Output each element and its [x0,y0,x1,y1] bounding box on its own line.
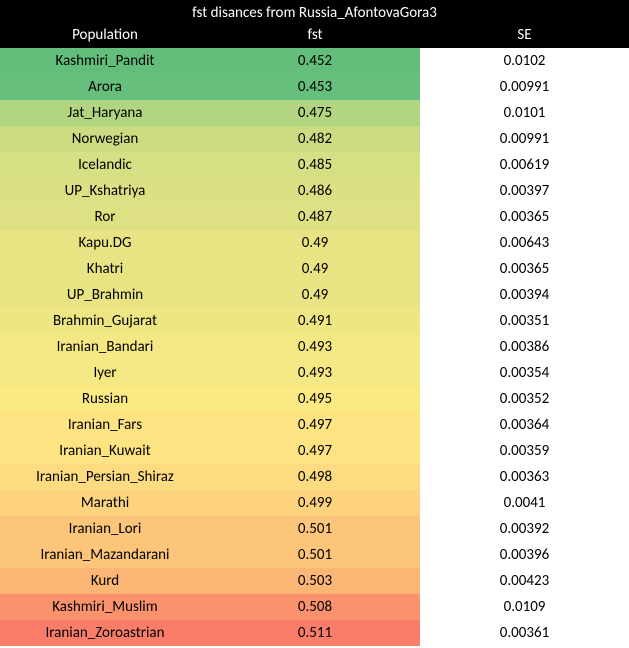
cell-fst: 0.487 [210,204,420,230]
cell-population: Kashmiri_Pandit [0,48,210,74]
table-row: Icelandic0.4850.00619 [0,152,629,178]
cell-fst: 0.501 [210,542,420,568]
cell-population: Arora [0,74,210,100]
cell-fst: 0.486 [210,178,420,204]
cell-se: 0.00397 [420,178,629,204]
cell-se: 0.00991 [420,126,629,152]
cell-se: 0.0109 [420,594,629,620]
cell-population: Iranian_Mazandarani [0,542,210,568]
cell-population: Kapu.DG [0,230,210,256]
cell-population: Jat_Haryana [0,100,210,126]
cell-fst: 0.501 [210,516,420,542]
cell-fst: 0.511 [210,620,420,646]
table-row: Khatri0.490.00365 [0,256,629,282]
cell-se: 0.0102 [420,48,629,74]
table-row: Iranian_Bandari0.4930.00386 [0,334,629,360]
header-se: SE [420,24,629,48]
table-row: UP_Brahmin0.490.00394 [0,282,629,308]
cell-se: 0.00352 [420,386,629,412]
fst-table: fst disances from Russia_AfontovaGora3 P… [0,0,629,646]
cell-population: Icelandic [0,152,210,178]
cell-se: 0.0101 [420,100,629,126]
table-row: Iyer0.4930.00354 [0,360,629,386]
cell-population: Iyer [0,360,210,386]
table-title: fst disances from Russia_AfontovaGora3 [0,0,629,24]
cell-population: Marathi [0,490,210,516]
cell-fst: 0.503 [210,568,420,594]
cell-population: Khatri [0,256,210,282]
cell-fst: 0.508 [210,594,420,620]
table-row: Iranian_Lori0.5010.00392 [0,516,629,542]
cell-population: Iranian_Fars [0,412,210,438]
cell-se: 0.00365 [420,204,629,230]
cell-se: 0.00359 [420,438,629,464]
table-row: Norwegian0.4820.00991 [0,126,629,152]
table-row: Kashmiri_Muslim0.5080.0109 [0,594,629,620]
cell-fst: 0.497 [210,412,420,438]
cell-fst: 0.491 [210,308,420,334]
cell-fst: 0.475 [210,100,420,126]
cell-fst: 0.452 [210,48,420,74]
cell-population: Iranian_Kuwait [0,438,210,464]
cell-population: Ror [0,204,210,230]
table-row: Arora0.4530.00991 [0,74,629,100]
table-row: Iranian_Kuwait0.4970.00359 [0,438,629,464]
cell-se: 0.00386 [420,334,629,360]
cell-se: 0.00354 [420,360,629,386]
cell-se: 0.00396 [420,542,629,568]
cell-fst: 0.453 [210,74,420,100]
cell-population: Norwegian [0,126,210,152]
cell-population: Kurd [0,568,210,594]
cell-se: 0.00363 [420,464,629,490]
table-row: Iranian_Zoroastrian0.5110.00361 [0,620,629,646]
cell-fst: 0.49 [210,230,420,256]
cell-se: 0.0041 [420,490,629,516]
table-row: Kapu.DG0.490.00643 [0,230,629,256]
table-row: Iranian_Persian_Shiraz0.4980.00363 [0,464,629,490]
table-row: Iranian_Mazandarani0.5010.00396 [0,542,629,568]
table-row: Marathi0.4990.0041 [0,490,629,516]
cell-fst: 0.493 [210,334,420,360]
cell-fst: 0.485 [210,152,420,178]
header-population: Population [0,24,210,48]
cell-fst: 0.482 [210,126,420,152]
cell-population: Russian [0,386,210,412]
table-row: Kurd0.5030.00423 [0,568,629,594]
table-row: Ror0.4870.00365 [0,204,629,230]
table-row: UP_Kshatriya0.4860.00397 [0,178,629,204]
cell-population: Iranian_Lori [0,516,210,542]
cell-se: 0.00423 [420,568,629,594]
cell-se: 0.00351 [420,308,629,334]
cell-se: 0.00991 [420,74,629,100]
table-header-row: Population fst SE [0,24,629,48]
cell-se: 0.00394 [420,282,629,308]
cell-population: UP_Kshatriya [0,178,210,204]
cell-fst: 0.497 [210,438,420,464]
cell-population: Iranian_Bandari [0,334,210,360]
cell-fst: 0.49 [210,282,420,308]
cell-se: 0.00364 [420,412,629,438]
table-title-row: fst disances from Russia_AfontovaGora3 [0,0,629,24]
table-row: Russian0.4950.00352 [0,386,629,412]
cell-se: 0.00365 [420,256,629,282]
cell-fst: 0.493 [210,360,420,386]
cell-fst: 0.499 [210,490,420,516]
cell-population: UP_Brahmin [0,282,210,308]
cell-se: 0.00619 [420,152,629,178]
table-row: Kashmiri_Pandit0.4520.0102 [0,48,629,74]
table-row: Iranian_Fars0.4970.00364 [0,412,629,438]
cell-population: Iranian_Persian_Shiraz [0,464,210,490]
cell-fst: 0.498 [210,464,420,490]
cell-se: 0.00643 [420,230,629,256]
cell-population: Brahmin_Gujarat [0,308,210,334]
cell-fst: 0.49 [210,256,420,282]
table-row: Jat_Haryana0.4750.0101 [0,100,629,126]
cell-population: Kashmiri_Muslim [0,594,210,620]
cell-population: Iranian_Zoroastrian [0,620,210,646]
table-row: Brahmin_Gujarat0.4910.00351 [0,308,629,334]
header-fst: fst [210,24,420,48]
cell-se: 0.00361 [420,620,629,646]
cell-se: 0.00392 [420,516,629,542]
cell-fst: 0.495 [210,386,420,412]
